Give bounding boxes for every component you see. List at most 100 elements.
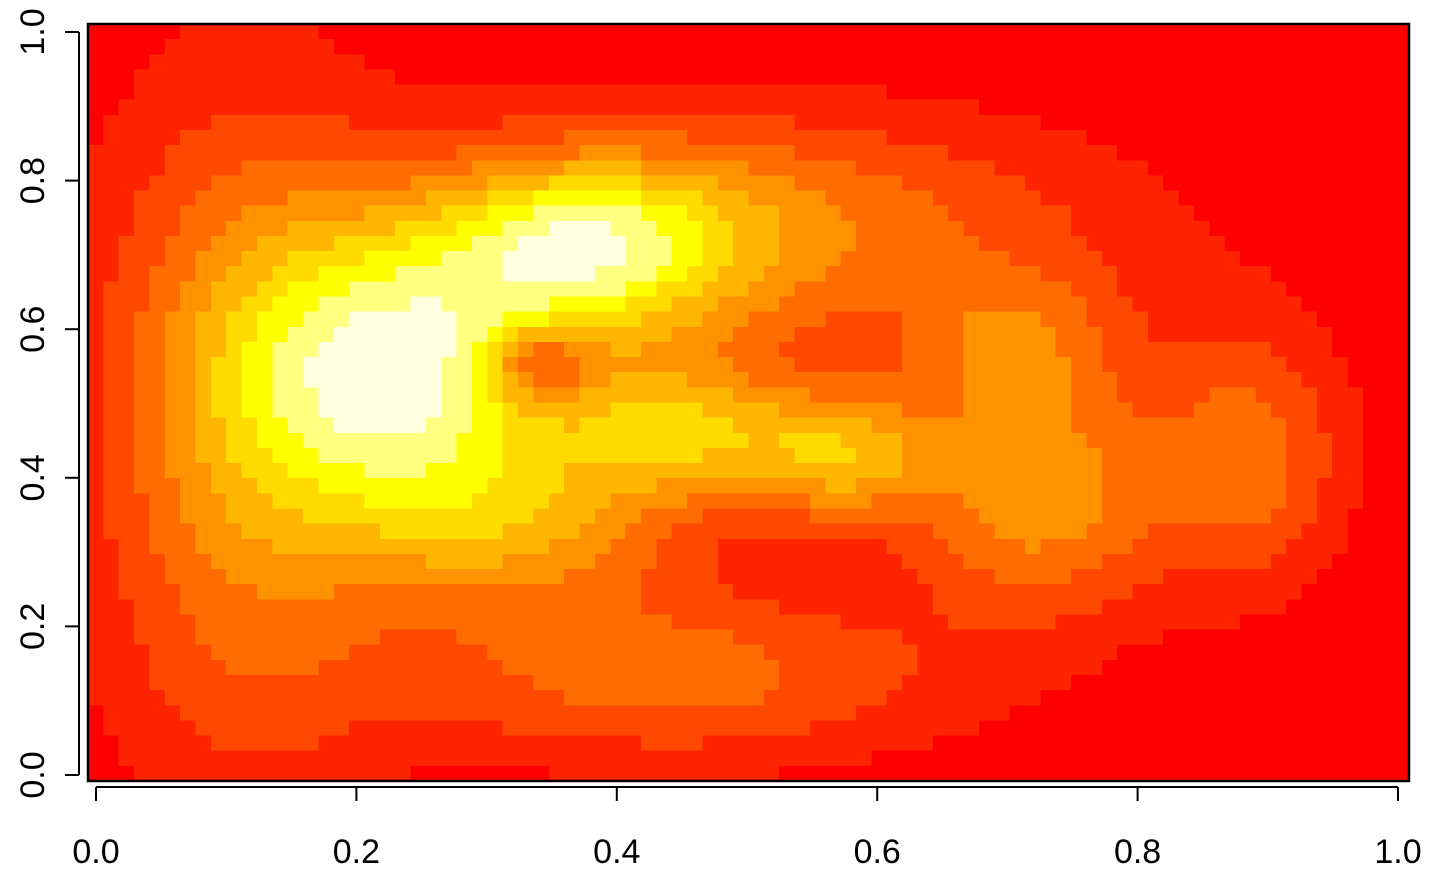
heatmap-cell: [1347, 54, 1364, 71]
heatmap-cell: [763, 675, 780, 691]
heatmap-cell: [902, 326, 919, 343]
heatmap-cell: [856, 326, 872, 343]
heatmap-cell: [533, 266, 550, 282]
heatmap-cell: [748, 523, 765, 540]
heatmap-cell: [871, 266, 888, 282]
heatmap-cell: [318, 508, 335, 525]
heatmap-cell: [733, 508, 750, 525]
heatmap-cell: [487, 251, 504, 267]
heatmap-cell: [564, 750, 581, 767]
heatmap-cell: [425, 553, 442, 570]
heatmap-cell: [809, 175, 826, 192]
heatmap-cell: [1193, 311, 1210, 328]
heatmap-cell: [256, 145, 273, 161]
heatmap-cell: [118, 569, 135, 585]
heatmap-cell: [210, 690, 227, 706]
heatmap-cell: [1347, 357, 1364, 373]
heatmap-cell: [318, 281, 335, 298]
heatmap-cell: [1147, 235, 1164, 252]
heatmap-cell: [594, 39, 611, 55]
heatmap-cell: [1055, 84, 1072, 101]
heatmap-cell: [656, 750, 673, 767]
heatmap-cell: [978, 417, 995, 434]
heatmap-cell: [733, 220, 750, 237]
heatmap-cell: [1224, 326, 1241, 343]
heatmap-cell: [134, 205, 151, 222]
heatmap-cell: [1024, 720, 1041, 737]
heatmap-cell: [610, 447, 627, 464]
heatmap-cell: [518, 417, 535, 434]
heatmap-cell: [533, 417, 550, 434]
heatmap-cell: [1101, 114, 1118, 131]
heatmap-cell: [610, 553, 627, 570]
heatmap-cell: [871, 84, 888, 101]
heatmap-cell: [1117, 675, 1134, 691]
heatmap-cell: [1393, 599, 1410, 616]
heatmap-cell: [1362, 39, 1379, 55]
heatmap-cell: [779, 553, 796, 570]
heatmap-cell: [886, 432, 903, 449]
heatmap-cell: [88, 235, 104, 252]
heatmap-cell: [1055, 675, 1072, 691]
heatmap-cell: [1040, 765, 1057, 782]
heatmap-cell: [1071, 720, 1088, 737]
heatmap-cell: [241, 659, 258, 676]
heatmap-cell: [1193, 765, 1210, 782]
heatmap-cell: [656, 765, 673, 782]
heatmap-cells: [88, 24, 1410, 782]
heatmap-cell: [871, 750, 888, 767]
heatmap-cell: [640, 523, 657, 540]
heatmap-cell: [425, 160, 442, 176]
heatmap-cell: [687, 281, 704, 298]
heatmap-cell: [594, 478, 611, 494]
heatmap-cell: [794, 690, 811, 706]
heatmap-cell: [134, 659, 151, 676]
heatmap-cell: [932, 84, 949, 101]
heatmap-cell: [763, 765, 780, 782]
heatmap-cell: [118, 735, 135, 752]
heatmap-cell: [502, 417, 519, 434]
heatmap-cell: [748, 432, 765, 449]
heatmap-cell: [917, 160, 934, 176]
heatmap-cell: [1347, 508, 1364, 525]
heatmap-cell: [1178, 281, 1195, 298]
heatmap-cell: [1009, 311, 1026, 328]
heatmap-cell: [733, 432, 750, 449]
heatmap-cell: [948, 387, 965, 404]
heatmap-cell: [794, 569, 811, 585]
heatmap-cell: [994, 235, 1011, 252]
heatmap-cell: [1040, 599, 1057, 616]
heatmap-cell: [1132, 160, 1149, 176]
heatmap-cell: [379, 99, 396, 116]
heatmap-cell: [886, 644, 903, 661]
heatmap-cell: [579, 675, 596, 691]
heatmap-cell: [794, 735, 811, 752]
heatmap-cell: [303, 84, 320, 101]
heatmap-cell: [717, 690, 734, 706]
heatmap-cell: [625, 584, 642, 600]
heatmap-cell: [1347, 296, 1364, 313]
heatmap-cell: [1209, 220, 1226, 237]
heatmap-cell: [640, 341, 657, 358]
heatmap-cell: [195, 114, 212, 131]
heatmap-cell: [118, 478, 135, 494]
heatmap-cell: [318, 190, 335, 207]
heatmap-cell: [948, 251, 965, 267]
heatmap-cell: [134, 553, 151, 570]
heatmap-cell: [840, 205, 857, 222]
heatmap-cell: [564, 372, 581, 388]
heatmap-cell: [886, 266, 903, 282]
heatmap-cell: [963, 644, 980, 661]
heatmap-cell: [210, 538, 227, 555]
heatmap-cell: [1393, 432, 1410, 449]
heatmap-cell: [103, 311, 120, 328]
heatmap-cell: [763, 432, 780, 449]
heatmap-cell: [932, 493, 949, 510]
heatmap-cell: [902, 402, 919, 419]
heatmap-cell: [963, 175, 980, 192]
heatmap-cell: [871, 251, 888, 267]
heatmap-cell: [364, 584, 381, 600]
heatmap-cell: [1301, 765, 1318, 782]
heatmap-cell: [1224, 584, 1241, 600]
heatmap-cell: [856, 599, 872, 616]
